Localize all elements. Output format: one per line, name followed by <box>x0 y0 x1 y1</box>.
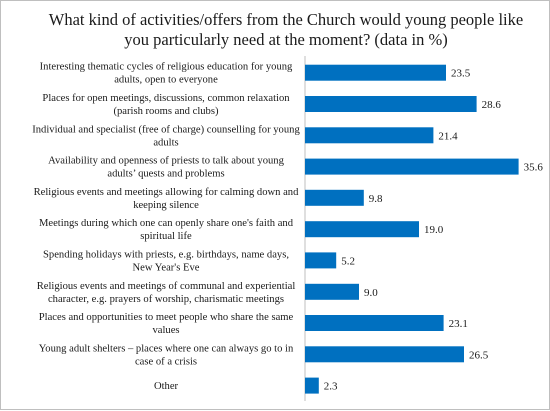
category-label-9: Places and opportunities to meet people … <box>39 312 294 336</box>
category-label-6: Meetings during which one can openly sha… <box>39 218 294 242</box>
category-label-line: Places for open meetings, discussions, c… <box>42 93 290 104</box>
category-label-11: Other <box>154 381 179 392</box>
category-label-2: Places for open meetings, discussions, c… <box>42 93 290 117</box>
category-label-line: adults, open to everyone <box>114 75 218 86</box>
category-label-line: case of a crisis <box>135 356 197 367</box>
data-label-9: 23.1 <box>449 318 468 330</box>
bar-6 <box>305 221 419 238</box>
category-label-line: character, e.g. prayers of worship, char… <box>48 294 284 305</box>
category-label-line: keeping silence <box>133 200 199 211</box>
category-label-line: (parish rooms and clubs) <box>113 106 219 117</box>
category-label-line: Spending holidays with priests, e.g. bir… <box>43 249 289 260</box>
category-label-4: Availability and openness of priests to … <box>48 156 284 180</box>
category-label-line: Other <box>154 381 179 392</box>
category-label-line: spiritual life <box>140 231 192 242</box>
data-label-2: 28.6 <box>482 99 502 111</box>
bar-1 <box>305 64 446 81</box>
category-label-line: New Year's Eve <box>133 262 200 273</box>
category-label-line: Religious events and meetings of communa… <box>37 281 296 292</box>
data-label-4: 35.6 <box>524 162 544 174</box>
bar-5 <box>305 189 364 206</box>
bar-9 <box>305 315 444 331</box>
data-label-10: 26.5 <box>469 349 489 361</box>
bar-10 <box>305 346 464 363</box>
category-label-line: Places and opportunities to meet people … <box>39 312 294 323</box>
data-label-7: 5.2 <box>341 255 355 267</box>
category-label-line: Meetings during which one can openly sha… <box>39 218 294 229</box>
bar-3 <box>305 127 434 144</box>
data-label-8: 9.0 <box>364 287 378 299</box>
data-label-1: 23.5 <box>451 68 471 80</box>
data-label-6: 19.0 <box>424 224 444 236</box>
category-label-1: Interesting thematic cycles of religious… <box>40 62 293 86</box>
category-label-5: Religious events and meetings allowing f… <box>34 187 299 211</box>
bar-11 <box>305 377 319 394</box>
category-label-10: Young adult shelters – places where one … <box>39 343 294 367</box>
bar-7 <box>305 252 337 269</box>
category-label-line: adults’ quests and problems <box>107 169 224 180</box>
category-label-3: Individual and specialist (free of charg… <box>32 124 300 148</box>
data-label-11: 2.3 <box>324 381 338 393</box>
category-label-line: values <box>152 325 179 336</box>
category-label-line: adults <box>153 137 178 148</box>
category-label-line: Interesting thematic cycles of religious… <box>40 62 293 73</box>
category-label-line: Religious events and meetings allowing f… <box>34 187 299 198</box>
category-label-8: Religious events and meetings of communa… <box>37 281 296 305</box>
category-label-line: Young adult shelters – places where one … <box>39 343 294 354</box>
bar-2 <box>305 96 477 112</box>
bar-8 <box>305 283 359 300</box>
bars-group: 23.5 Interesting thematic cycles of relig… <box>32 62 543 394</box>
category-label-line: Individual and specialist (free of charg… <box>32 124 300 135</box>
chart-title-line-2: you particularly need at the moment? (da… <box>124 30 447 49</box>
bar-4 <box>305 158 519 175</box>
chart-title-line-1: What kind of activities/offers from the … <box>49 10 523 29</box>
data-label-5: 9.8 <box>369 193 383 205</box>
category-label-7: Spending holidays with priests, e.g. bir… <box>43 249 289 273</box>
category-label-line: Availability and openness of priests to … <box>48 156 284 167</box>
data-label-3: 21.4 <box>438 130 458 142</box>
